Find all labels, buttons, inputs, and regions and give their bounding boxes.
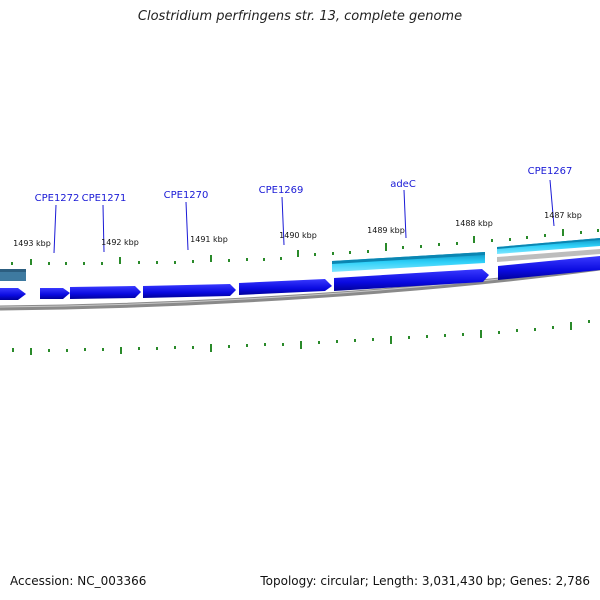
gene-label-leader: [102, 204, 105, 253]
gene-label-cpe1272: CPE1272: [35, 193, 80, 204]
accession-text: Accession: NC_003366: [10, 574, 147, 588]
upper-ticks: [11, 229, 599, 265]
gene-label-cpe1271: CPE1271: [82, 193, 127, 204]
kbp-label-1488: 1488 kbp: [455, 219, 493, 228]
genome-summary-text: Topology: circular; Length: 3,031,430 bp…: [260, 574, 590, 588]
kbp-label-1489: 1489 kbp: [367, 226, 405, 235]
gene-label-leader: [53, 204, 57, 254]
gene-feature-reverse: [497, 249, 600, 262]
gene-feature-forward: [498, 256, 600, 280]
gene-label-leader: [403, 189, 407, 239]
map-title: Clostridium perfringens str. 13, complet…: [137, 9, 463, 24]
gene-feature-forward: [239, 279, 332, 295]
gene-feature-forward: [0, 288, 26, 300]
kbp-label-1487: 1487 kbp: [544, 211, 582, 220]
kbp-label-1492: 1492 kbp: [101, 238, 139, 247]
gene-label-cpe1267: CPE1267: [528, 166, 573, 177]
gene-label-leader: [185, 201, 189, 251]
gene-feature-forward: [334, 269, 489, 291]
gene-label-cpe1270: CPE1270: [164, 190, 209, 201]
gene-feature-forward: [143, 284, 236, 298]
gene-label-leader: [549, 179, 555, 227]
kbp-label-1491: 1491 kbp: [190, 235, 228, 244]
gene-feature-forward: [40, 288, 70, 299]
gene-label-adec: adeC: [390, 179, 416, 190]
gene-label-cpe1269: CPE1269: [259, 185, 304, 196]
gene-feature-forward: [70, 286, 141, 299]
kbp-label-1490: 1490 kbp: [279, 231, 317, 240]
lower-ticks: [12, 320, 590, 355]
gene-label-leader: [281, 196, 285, 246]
kbp-label-1493: 1493 kbp: [13, 239, 51, 248]
